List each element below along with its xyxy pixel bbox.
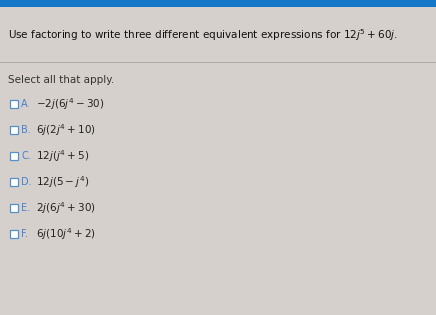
Text: E.: E.: [21, 203, 30, 213]
FancyBboxPatch shape: [10, 230, 18, 238]
FancyBboxPatch shape: [10, 204, 18, 212]
Text: $12j(j^{4}+5)$: $12j(j^{4}+5)$: [36, 148, 89, 164]
Text: F.: F.: [21, 229, 28, 239]
Text: Use factoring to write three different equivalent expressions for $12j^{5}+60j$.: Use factoring to write three different e…: [8, 27, 398, 43]
Text: A.: A.: [21, 99, 31, 109]
FancyBboxPatch shape: [10, 100, 18, 108]
FancyBboxPatch shape: [10, 178, 18, 186]
Text: $6j(2j^{4}+10)$: $6j(2j^{4}+10)$: [36, 122, 96, 138]
FancyBboxPatch shape: [0, 0, 436, 7]
Text: D.: D.: [21, 177, 32, 187]
Text: $12j(5-j^{4})$: $12j(5-j^{4})$: [36, 174, 89, 190]
FancyBboxPatch shape: [10, 152, 18, 160]
Text: $6j(10j^{4}+2)$: $6j(10j^{4}+2)$: [36, 226, 96, 242]
Text: $2j(6j^{4}+30)$: $2j(6j^{4}+30)$: [36, 200, 96, 216]
FancyBboxPatch shape: [10, 126, 18, 134]
Text: B.: B.: [21, 125, 31, 135]
Text: Select all that apply.: Select all that apply.: [8, 75, 114, 85]
Text: C.: C.: [21, 151, 31, 161]
Text: $-2j(6j^{4}-30)$: $-2j(6j^{4}-30)$: [36, 96, 105, 112]
